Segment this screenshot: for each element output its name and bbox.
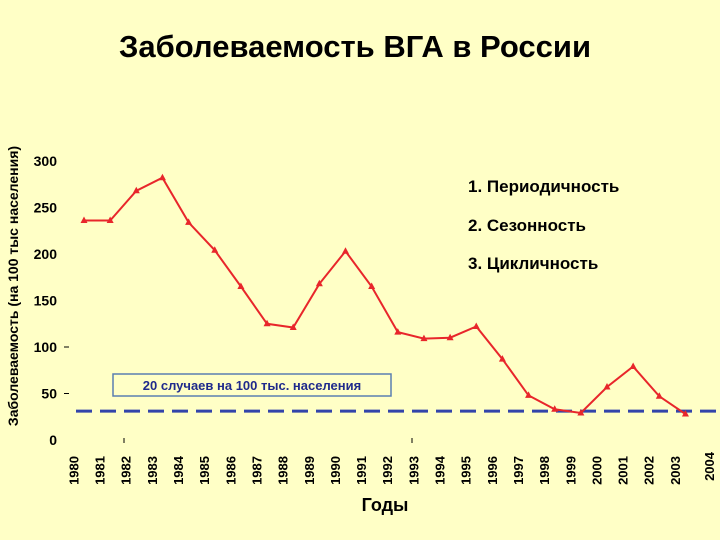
data-point <box>158 173 166 181</box>
x-tick-label: 1993 <box>406 456 421 485</box>
x-tick-label: 1991 <box>354 456 369 485</box>
data-point <box>132 186 140 194</box>
data-point <box>211 246 219 253</box>
x-tick-label: 1987 <box>249 456 264 485</box>
x-tick-label: 1985 <box>197 456 212 485</box>
data-point <box>551 405 559 412</box>
data-point <box>655 392 663 399</box>
x-tick-label: 1998 <box>537 456 552 485</box>
x-axis: 1980 1981 1982 1983 1984 1985 1986 1987 1988 1989… <box>66 438 717 485</box>
x-axis-label: Годы <box>362 495 409 515</box>
x-tick-label: 1996 <box>485 456 500 485</box>
annotation-text: 20 случаев на 100 тыс. населения <box>143 378 361 393</box>
data-point <box>603 382 611 390</box>
notes: 1. Периодичность 2. Сезонность 3. Циклич… <box>468 177 619 273</box>
x-tick-label: 2000 <box>589 456 604 485</box>
series-line <box>84 176 686 415</box>
x-tick-label: 1990 <box>328 456 343 485</box>
x-tick-label: 1999 <box>563 456 578 485</box>
data-point <box>498 355 506 362</box>
data-point <box>185 218 193 225</box>
x-tick-label: 2003 <box>668 456 683 485</box>
x-tick-label: 1986 <box>223 456 238 485</box>
x-tick-label: 1980 <box>66 456 81 485</box>
data-point <box>289 323 297 330</box>
x-tick-label: 1994 <box>433 455 448 485</box>
x-tick-label: 1982 <box>119 456 134 485</box>
data-point <box>368 282 376 290</box>
x-tick-label: 1992 <box>380 456 395 485</box>
y-tick-label: 200 <box>34 246 58 262</box>
y-tick-label: 100 <box>34 339 58 355</box>
data-point <box>394 328 402 335</box>
x-tick-label: 1989 <box>302 456 317 485</box>
note-1: 1. Периодичность <box>468 177 619 196</box>
y-tick-label: 150 <box>34 293 58 309</box>
y-tick-label: 0 <box>49 432 57 448</box>
data-point <box>106 216 114 224</box>
data-point <box>342 247 349 254</box>
y-axis-label: Заболеваемость (на 100 тыс населения) <box>5 146 21 426</box>
x-tick-label: 2001 <box>616 456 631 485</box>
data-point <box>446 333 454 341</box>
data-point <box>80 216 88 224</box>
x-tick-label: 2002 <box>642 456 657 485</box>
annotation-box: 20 случаев на 100 тыс. населения <box>112 373 392 397</box>
data-point <box>525 391 533 398</box>
data-point <box>577 409 585 416</box>
y-tick-label: 250 <box>34 200 58 216</box>
data-point <box>315 279 323 287</box>
y-axis: 0 50 100 150 200 250 300 <box>34 153 69 448</box>
x-tick-label: 1984 <box>171 455 186 485</box>
x-tick-label: 1995 <box>459 456 474 485</box>
series-markers <box>80 173 689 417</box>
data-point <box>237 282 245 290</box>
x-tick-label: 2004 <box>702 451 717 481</box>
data-point <box>629 362 637 370</box>
data-point <box>472 322 480 330</box>
chart-title: Заболеваемость ВГА в России <box>119 29 591 64</box>
y-tick-label: 50 <box>41 386 57 402</box>
y-tick-label: 300 <box>34 153 58 169</box>
data-point <box>263 319 271 327</box>
data-point <box>420 334 428 342</box>
x-tick-label: 1983 <box>145 456 160 485</box>
note-3: 3. Цикличность <box>468 254 598 273</box>
x-tick-label: 1981 <box>93 456 108 485</box>
note-2: 2. Сезонность <box>468 216 586 235</box>
x-tick-label: 1988 <box>276 456 291 485</box>
data-point <box>681 409 689 417</box>
x-tick-label: 1997 <box>511 456 526 485</box>
